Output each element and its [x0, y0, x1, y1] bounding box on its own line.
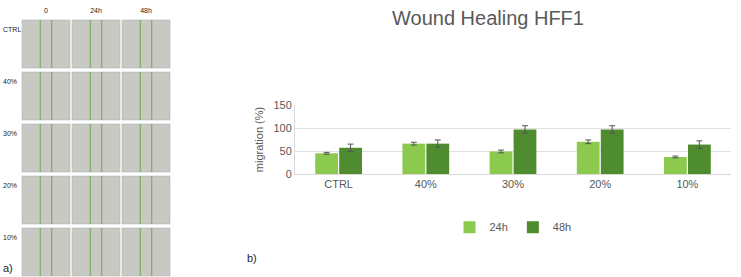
- svg-text:20%: 20%: [589, 178, 611, 190]
- svg-text:0: 0: [286, 168, 292, 180]
- svg-text:20%: 20%: [3, 182, 17, 189]
- svg-text:48h: 48h: [553, 221, 571, 233]
- svg-text:48h: 48h: [140, 7, 152, 14]
- svg-text:24h: 24h: [490, 221, 508, 233]
- svg-text:CTRL: CTRL: [324, 178, 353, 190]
- svg-text:Wound Healing HFF1: Wound Healing HFF1: [392, 7, 584, 29]
- svg-text:40%: 40%: [415, 178, 437, 190]
- svg-text:24h: 24h: [90, 7, 102, 14]
- svg-text:10%: 10%: [676, 178, 698, 190]
- svg-text:100: 100: [273, 122, 291, 134]
- svg-text:40%: 40%: [3, 78, 17, 85]
- svg-text:b): b): [247, 252, 257, 264]
- svg-text:migration (%): migration (%): [253, 107, 265, 172]
- svg-text:30%: 30%: [502, 178, 524, 190]
- svg-text:30%: 30%: [3, 130, 17, 137]
- svg-text:150: 150: [273, 99, 291, 111]
- svg-text:CTRL: CTRL: [3, 26, 21, 33]
- svg-text:10%: 10%: [3, 234, 17, 241]
- svg-text:50: 50: [280, 145, 292, 157]
- svg-text:0: 0: [44, 7, 48, 14]
- svg-text:a): a): [3, 262, 13, 274]
